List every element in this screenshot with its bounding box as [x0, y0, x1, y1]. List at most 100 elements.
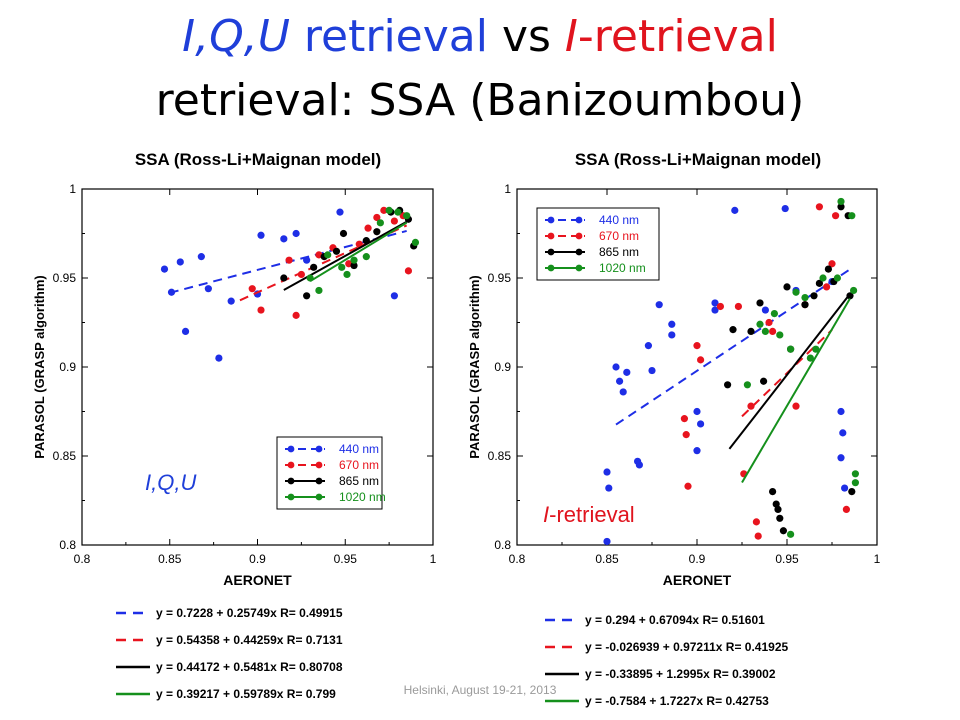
data-point-1020: [848, 212, 856, 220]
data-point-440: [711, 306, 719, 314]
x-tick-label: 1: [874, 552, 881, 566]
fit-line-440: [615, 268, 851, 426]
data-point-865: [774, 505, 782, 513]
chart-title: SSA (Ross-Li+Maignan model): [135, 150, 381, 169]
data-point-440: [837, 454, 845, 462]
data-point-1020: [743, 381, 752, 389]
legend-marker-1020: [575, 264, 583, 272]
title-vs: vs: [487, 11, 565, 62]
equation-text-670: y = 0.54358 + 0.44259x R= 0.7131: [156, 633, 343, 647]
data-point-1020: [362, 253, 370, 261]
data-point-670: [390, 217, 398, 225]
x-tick-label: 0.85: [158, 552, 182, 566]
data-point-670: [734, 302, 743, 311]
data-point-440: [841, 484, 849, 492]
data-point-865: [729, 326, 737, 334]
x-tick-label: 0.8: [74, 552, 91, 566]
data-point-440: [839, 429, 847, 437]
data-point-440: [292, 229, 300, 238]
data-point-1020: [343, 270, 351, 279]
data-point-865: [760, 377, 768, 385]
equation-text-865: y = 0.44172 + 0.5481x R= 0.80708: [156, 660, 343, 674]
data-point-865: [350, 261, 358, 270]
y-tick-label: 1: [69, 182, 76, 196]
legend-label-1020: 1020 nm: [599, 261, 646, 275]
data-point-670: [828, 260, 836, 268]
data-point-1020: [403, 212, 411, 220]
data-point-670: [257, 306, 265, 314]
legend: 440 nm 670 nm 865 nm 1020 nm: [276, 436, 386, 510]
equation-text-865: y = -0.33895 + 1.2995x R= 0.39002: [585, 667, 776, 681]
data-point-670: [693, 342, 701, 350]
data-point-440: [390, 292, 398, 300]
fit-line-1020: [741, 298, 851, 484]
data-point-440: [257, 231, 265, 239]
legend-marker-670: [287, 461, 295, 469]
data-point-670: [684, 482, 692, 490]
data-point-670: [842, 505, 851, 513]
data-point-670: [754, 532, 762, 540]
data-point-440: [215, 354, 223, 362]
data-point-865: [801, 301, 809, 309]
fit-line-670: [741, 329, 833, 418]
data-point-865: [339, 229, 348, 238]
equation-text-670: y = -0.026939 + 0.97211x R= 0.41925: [585, 640, 789, 654]
x-axis-label: AERONET: [663, 572, 732, 588]
data-point-1020: [385, 206, 393, 214]
data-point-440: [668, 331, 676, 339]
data-point-670: [292, 311, 300, 319]
data-point-440: [227, 297, 235, 305]
data-point-1020: [787, 530, 795, 538]
data-point-670: [792, 402, 800, 410]
data-point-1020: [792, 288, 800, 296]
data-point-865: [373, 228, 381, 236]
legend: 440 nm 670 nm 865 nm 1020 nm: [536, 207, 660, 281]
legend-marker-865: [315, 477, 323, 485]
equation-text-1020: y = -0.7584 + 1.7227x R= 0.42753: [585, 694, 769, 708]
x-axis-label: AERONET: [223, 572, 292, 588]
legend-label-1020: 1020 nm: [339, 490, 386, 504]
data-point-440: [619, 388, 627, 396]
legend-marker-670: [315, 461, 323, 469]
legend-marker-670: [547, 232, 555, 240]
data-point-670: [248, 285, 256, 293]
chart-title: SSA (Ross-Li+Maignan model): [575, 150, 821, 169]
y-tick-label: 0.8: [494, 538, 511, 552]
data-point-440: [623, 368, 631, 376]
data-point-440: [197, 253, 205, 261]
data-point-865: [303, 292, 311, 300]
data-point-670: [769, 327, 777, 335]
data-point-865: [756, 299, 764, 307]
panel-annotation: I,Q,U: [145, 470, 196, 495]
equation-text-440: y = 0.294 + 0.67094x R= 0.51601: [585, 613, 765, 627]
data-point-865: [815, 279, 824, 287]
legend-marker-440: [575, 216, 583, 224]
data-point-1020: [819, 274, 827, 282]
data-point-670: [364, 224, 372, 232]
title-i-retrieval: I-retrieval: [564, 11, 778, 62]
legend-marker-865: [547, 248, 555, 256]
legend-label-440: 440 nm: [339, 442, 379, 456]
data-point-1020: [850, 286, 858, 295]
legend-marker-440: [547, 216, 555, 224]
y-axis-label: PARASOL (GRASP algorithm): [32, 275, 47, 458]
data-point-670: [682, 431, 690, 439]
data-point-865: [332, 247, 341, 255]
panel-annotation: I-retrieval: [543, 502, 635, 527]
data-point-865: [779, 527, 788, 535]
legend-marker-1020: [315, 493, 323, 501]
data-point-670: [832, 212, 840, 220]
x-tick-label: 1: [430, 552, 437, 566]
data-point-1020: [338, 263, 346, 271]
data-point-1020: [756, 320, 764, 328]
y-axis-label: PARASOL (GRASP algorithm): [467, 275, 482, 458]
data-point-440: [605, 484, 613, 492]
data-point-1020: [806, 354, 815, 362]
data-point-1020: [350, 256, 358, 264]
data-point-440: [781, 204, 789, 213]
data-point-1020: [376, 219, 384, 227]
x-tick-label: 0.9: [689, 552, 706, 566]
fit-line-865: [728, 293, 851, 450]
data-point-1020: [787, 345, 795, 353]
data-point-440: [204, 285, 212, 293]
